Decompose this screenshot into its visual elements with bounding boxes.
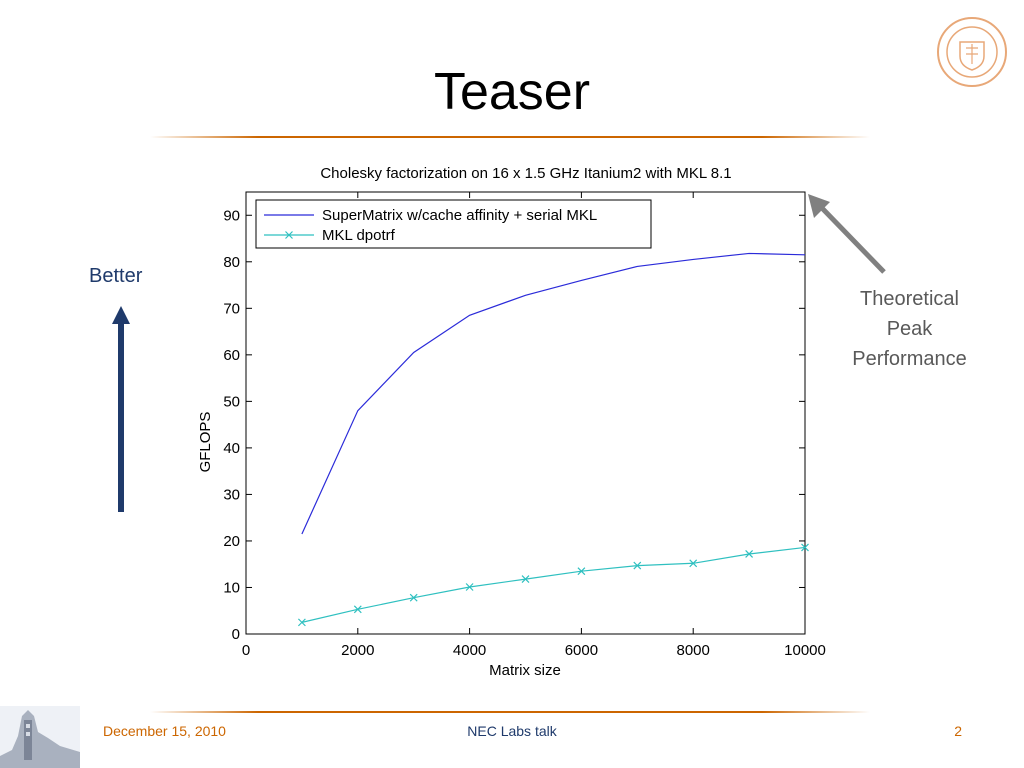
footer-date: December 15, 2010 xyxy=(103,723,226,739)
y-tick-label: 70 xyxy=(223,300,240,317)
cholesky-chart: Cholesky factorization on 16 x 1.5 GHz I… xyxy=(197,165,826,679)
plot-frame xyxy=(245,191,806,635)
peak-label-line-1: Theoretical xyxy=(860,288,959,310)
y-axis-label: GFLOPS xyxy=(197,412,214,473)
campus-tower-icon xyxy=(0,706,80,768)
y-tick-label: 10 xyxy=(223,579,240,596)
page-number: 2 xyxy=(954,723,962,739)
x-axis-label: Matrix size xyxy=(489,662,561,679)
data-point-marker xyxy=(409,593,418,602)
data-point-marker xyxy=(465,583,474,591)
data-point-marker xyxy=(633,561,642,570)
series-line-1 xyxy=(301,252,806,535)
legend-entry: SuperMatrix w/cache affinity + serial MK… xyxy=(322,207,597,224)
slide-title: Teaser xyxy=(433,63,591,121)
data-point-marker xyxy=(801,543,809,552)
y-tick-label: 80 xyxy=(223,254,240,271)
x-tick-label: 4000 xyxy=(453,642,486,659)
university-seal-icon xyxy=(937,17,1007,87)
peak-label-line-3: Performance xyxy=(852,348,967,370)
data-point-marker xyxy=(577,567,586,576)
x-tick-label: 0 xyxy=(242,642,250,659)
y-tick-label: 0 xyxy=(232,626,240,643)
y-tick-label: 30 xyxy=(223,486,240,503)
data-point-marker xyxy=(689,559,698,568)
data-point-marker xyxy=(745,550,754,558)
series-line-2 xyxy=(301,546,806,623)
footer-divider xyxy=(150,711,870,713)
x-tick-label: 2000 xyxy=(341,642,374,659)
x-tick-label: 6000 xyxy=(565,642,598,659)
data-point-marker xyxy=(297,618,306,627)
legend-entry: MKL dpotrf xyxy=(322,227,396,244)
legend-box xyxy=(255,199,652,249)
peak-arrow-icon xyxy=(808,194,886,274)
y-tick-label: 20 xyxy=(223,533,240,550)
x-tick-label: 10000 xyxy=(784,642,826,659)
footer-talk-title: NEC Labs talk xyxy=(467,723,557,739)
better-arrow-icon xyxy=(112,306,130,512)
y-tick-label: 90 xyxy=(223,207,240,224)
peak-label-line-2: Peak xyxy=(886,318,933,340)
better-label: Better xyxy=(89,265,143,287)
y-tick-label: 50 xyxy=(223,393,240,410)
y-tick-label: 40 xyxy=(223,440,240,457)
data-point-marker xyxy=(353,605,362,614)
x-tick-label: 8000 xyxy=(677,642,710,659)
peak-performance-label: Theoretical Peak Performance xyxy=(832,284,987,374)
data-point-marker xyxy=(521,575,530,584)
legend-marker xyxy=(285,231,293,239)
chart-title: Cholesky factorization on 16 x 1.5 GHz I… xyxy=(320,165,731,182)
title-divider xyxy=(150,136,870,138)
y-tick-label: 60 xyxy=(223,347,240,364)
